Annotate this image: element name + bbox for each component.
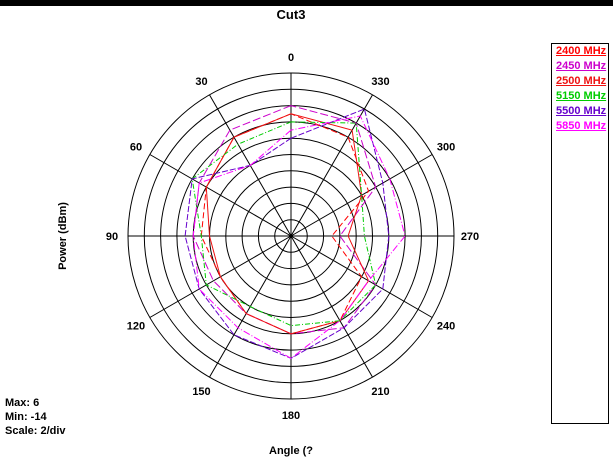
- y-axis-label: Power (dBm): [57, 202, 69, 270]
- legend-entry: 5850 MHz: [556, 120, 607, 132]
- angle-tick-label: 30: [195, 76, 207, 88]
- angle-tick-label: 150: [192, 386, 210, 398]
- top-border-bar: [0, 0, 613, 6]
- angle-tick-label: 90: [106, 231, 118, 243]
- legend: 2400 MHz 2450 MHz 2500 MHz 5150 MHz 5500 MHz…: [551, 43, 609, 424]
- grid-spoke: [149, 154, 292, 237]
- legend-entry: 2450 MHz: [556, 60, 607, 72]
- series-line-2500-mhz: [205, 113, 370, 335]
- legend-entry: 5500 MHz: [556, 105, 607, 117]
- legend-entry: 2500 MHz: [556, 75, 607, 87]
- angle-tick-label: 270: [461, 231, 479, 243]
- series-line-5850-mhz: [192, 115, 406, 359]
- angle-tick-label: 210: [371, 386, 389, 398]
- legend-entry: 5150 MHz: [556, 90, 607, 102]
- angle-tick-label: 60: [130, 142, 142, 154]
- x-axis-label: Angle (?: [269, 445, 313, 457]
- angle-tick-label: 0: [288, 52, 294, 64]
- chart-title: Cut3: [276, 7, 306, 22]
- series-line-2450-mhz: [192, 105, 377, 335]
- legend-entry: 2400 MHz: [556, 45, 607, 57]
- angle-labels: 0 30 60 90 120 150 180 210 240 270 300 330: [106, 52, 479, 422]
- angle-tick-label: 300: [437, 142, 455, 154]
- series-layer: [184, 105, 406, 359]
- polar-grid: [127, 72, 455, 400]
- grid-spoke: [290, 235, 373, 378]
- stat-min: Min: -14: [5, 411, 47, 423]
- angle-tick-label: 120: [127, 321, 145, 333]
- grid-spoke: [290, 94, 373, 237]
- stat-max: Max: 6: [5, 397, 40, 409]
- angle-tick-label: 240: [437, 321, 455, 333]
- stat-scale: Scale: 2/div: [5, 425, 66, 437]
- angle-tick-label: 180: [282, 410, 300, 422]
- angle-tick-label: 330: [371, 76, 389, 88]
- stats-block: Max: 6 Min: -14 Scale: 2/div: [5, 396, 66, 438]
